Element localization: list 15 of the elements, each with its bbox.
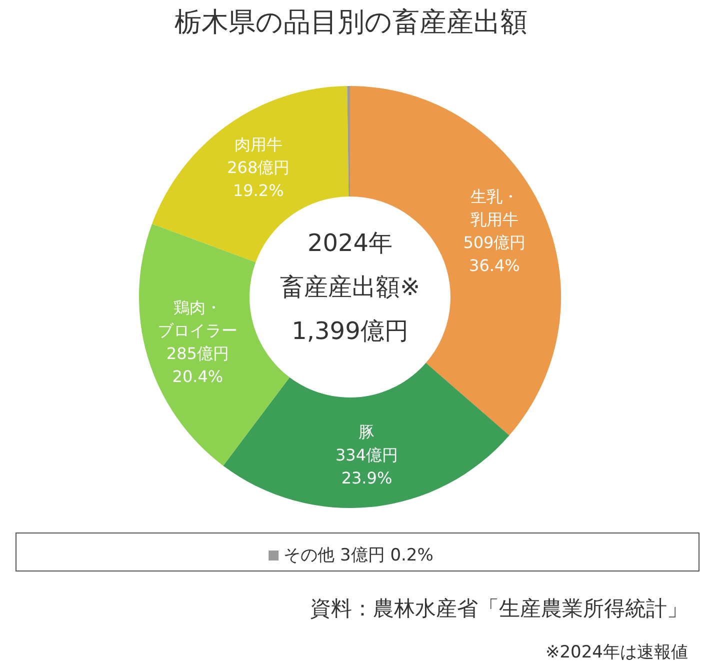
text: 畜産産出額※ <box>280 273 420 301</box>
slice-label: 豚 <box>358 422 375 442</box>
slice-label: 生乳・乳用牛 <box>470 187 518 230</box>
chart-title: 栃木県の品目別の畜産産出額 <box>174 7 528 38</box>
text: 2024年 <box>307 229 393 257</box>
legend-label: その他 3億円 0.2% <box>284 546 434 566</box>
text: 1,399億円 <box>292 317 408 345</box>
data-label: 285億円 20.4% <box>166 344 229 386</box>
text: 資料：農林水産省「生産農業所得統計」 <box>310 596 688 620</box>
text: ※2024年は速報値 <box>545 642 688 662</box>
data-label: 268億円 19.2% <box>227 158 290 200</box>
data-label: 334億円 23.9% <box>335 445 398 488</box>
slice-label: 肉用牛 <box>234 134 282 154</box>
slice-label: 鶏肉・ブロイラー <box>158 298 238 340</box>
data-label: 509億円 36.4% <box>463 233 526 276</box>
